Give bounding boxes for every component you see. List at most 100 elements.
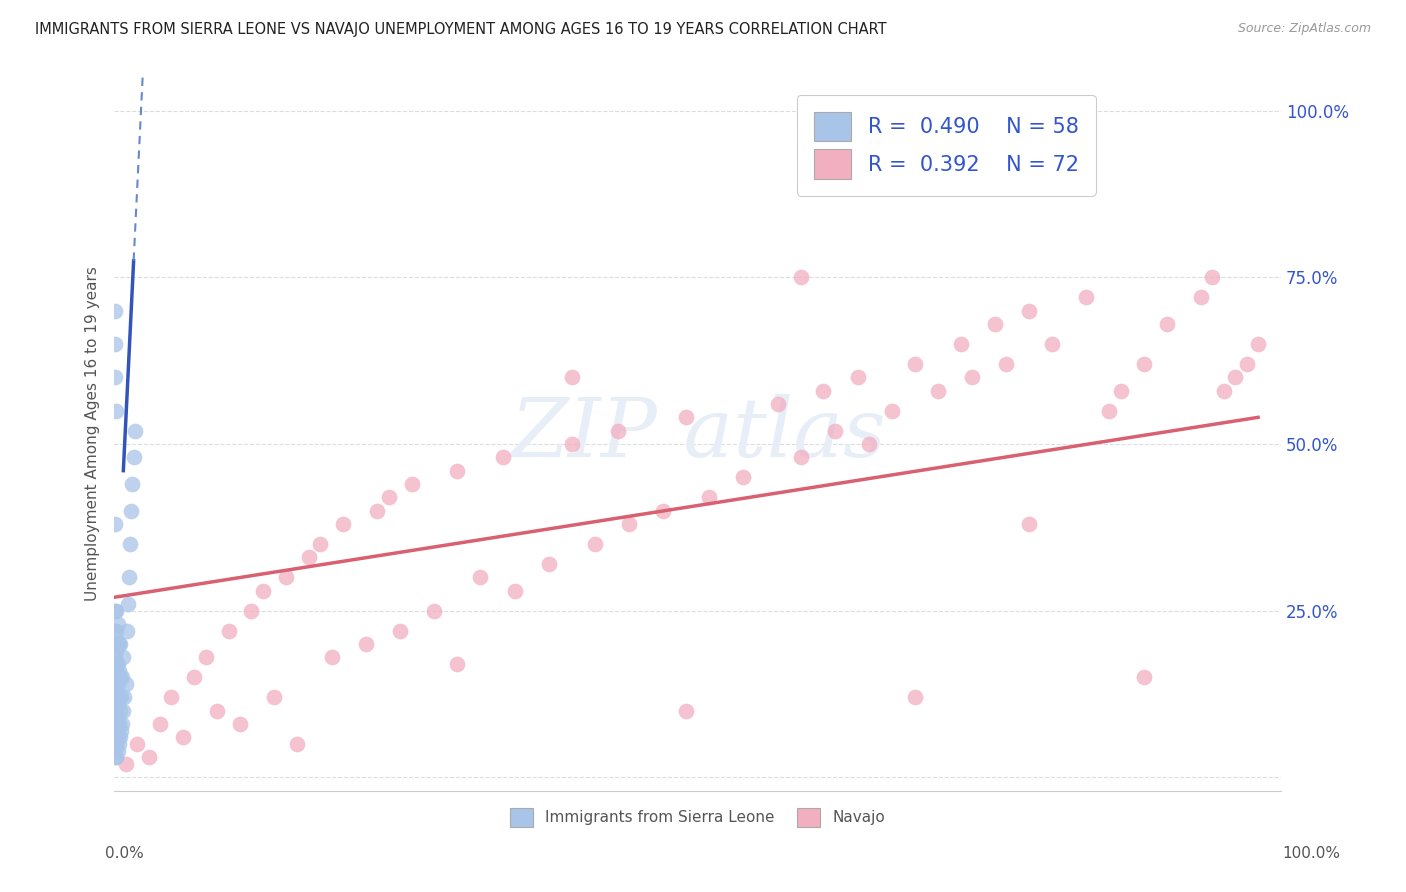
Point (105, 604, 128, 618)
Point (108, 731, 131, 745)
Point (1018, 516, 1040, 531)
Point (561, 370, 583, 384)
Point (332, 516, 354, 531)
Point (107, 657, 129, 671)
Point (107, 731, 129, 745)
Point (105, 750, 128, 764)
Point (110, 723, 132, 738)
Point (205, 704, 228, 718)
Point (138, 750, 160, 764)
Point (675, 410, 697, 425)
Point (240, 604, 263, 618)
Point (104, 737, 127, 751)
Point (105, 710, 128, 724)
Point (104, 516, 127, 531)
Point (104, 303, 127, 318)
Point (697, 491, 720, 505)
Point (114, 677, 136, 691)
Point (104, 650, 127, 665)
Point (904, 690, 927, 705)
Point (401, 477, 423, 491)
Point (104, 717, 127, 731)
Point (858, 437, 880, 451)
Point (298, 550, 321, 565)
Point (107, 664, 129, 678)
Point (104, 604, 127, 618)
Point (149, 717, 172, 731)
Point (789, 450, 811, 465)
Point (606, 424, 628, 438)
Point (1132, 670, 1154, 684)
Point (824, 424, 846, 438)
Point (117, 597, 139, 611)
Point (110, 690, 132, 705)
Point (125, 737, 148, 751)
Point (105, 403, 128, 417)
Point (118, 570, 141, 584)
Point (1098, 403, 1121, 417)
Text: 0.0%: 0.0% (105, 847, 145, 861)
Point (503, 583, 526, 598)
Point (107, 717, 129, 731)
Point (114, 690, 136, 705)
Point (1212, 384, 1234, 398)
Text: IMMIGRANTS FROM SIERRA LEONE VS NAVAJO UNEMPLOYMENT AMONG AGES 16 TO 19 YEARS CO: IMMIGRANTS FROM SIERRA LEONE VS NAVAJO U… (35, 22, 887, 37)
Point (960, 370, 983, 384)
Point (285, 737, 308, 751)
Point (733, 470, 755, 484)
Point (766, 397, 789, 411)
Point (263, 690, 285, 705)
Legend: Immigrants from Sierra Leone, Navajo: Immigrants from Sierra Leone, Navajo (502, 800, 893, 834)
Point (104, 337, 127, 351)
Point (114, 756, 136, 771)
Point (105, 677, 128, 691)
Point (107, 677, 129, 691)
Point (309, 537, 332, 551)
Point (105, 723, 128, 738)
Y-axis label: Unemployment Among Ages 16 to 19 years: Unemployment Among Ages 16 to 19 years (86, 267, 100, 601)
Point (105, 657, 128, 671)
Point (107, 697, 129, 711)
Point (617, 516, 640, 531)
Point (321, 650, 343, 665)
Point (583, 537, 606, 551)
Point (949, 337, 972, 351)
Point (108, 637, 131, 651)
Point (108, 670, 131, 684)
Point (105, 690, 128, 705)
Text: Source: ZipAtlas.com: Source: ZipAtlas.com (1237, 22, 1371, 36)
Point (446, 464, 468, 478)
Point (252, 583, 274, 598)
Point (160, 690, 183, 705)
Point (104, 637, 127, 651)
Point (354, 637, 377, 651)
Point (652, 503, 675, 517)
Point (389, 624, 412, 638)
Point (492, 450, 515, 465)
Point (172, 731, 194, 745)
Text: 100.0%: 100.0% (1282, 847, 1340, 861)
Point (107, 690, 129, 705)
Point (107, 637, 129, 651)
Point (229, 717, 252, 731)
Point (122, 450, 145, 465)
Point (108, 704, 131, 718)
Point (120, 503, 142, 517)
Point (104, 670, 127, 684)
Point (561, 437, 583, 451)
Point (1040, 337, 1063, 351)
Point (813, 384, 835, 398)
Point (107, 737, 129, 751)
Point (107, 743, 129, 757)
Point (274, 570, 297, 584)
Point (904, 357, 927, 371)
Point (124, 424, 146, 438)
Point (1247, 337, 1270, 351)
Point (446, 657, 468, 671)
Point (1225, 370, 1247, 384)
Point (194, 650, 217, 665)
Point (470, 570, 492, 584)
Point (675, 704, 697, 718)
Point (423, 604, 446, 618)
Point (537, 557, 560, 571)
